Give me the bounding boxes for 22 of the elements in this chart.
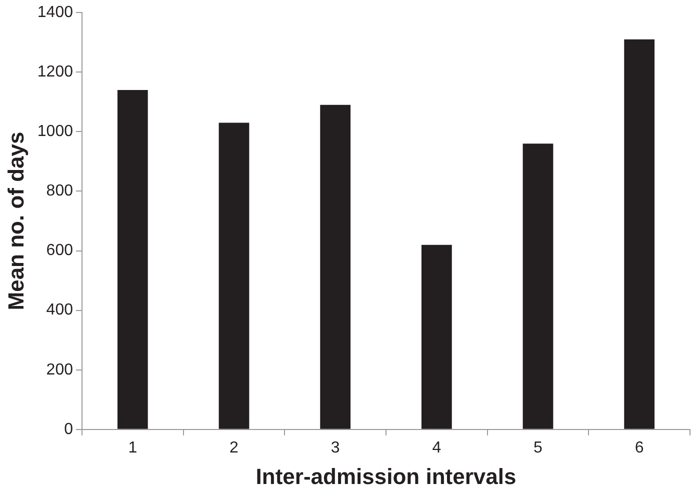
x-tick-label: 3 (330, 439, 340, 456)
bar (421, 244, 452, 429)
y-axis-title: Mean no. of days (3, 132, 28, 310)
y-tick-label: 1400 (37, 4, 74, 22)
x-tick-label: 5 (534, 439, 543, 456)
y-tick-label: 400 (46, 302, 74, 319)
bar (320, 104, 351, 429)
y-tick-label: 1000 (37, 123, 74, 140)
bar (218, 122, 250, 429)
y-tick-label: 800 (46, 182, 74, 200)
x-tick-label: 2 (230, 439, 239, 456)
bar (117, 90, 148, 429)
x-tick-label: 4 (432, 439, 442, 456)
y-tick-label: 200 (46, 361, 74, 378)
x-tick-label: 6 (634, 439, 644, 456)
y-tick-label: 1200 (37, 64, 74, 81)
y-tick-label: 0 (64, 420, 74, 438)
bar (522, 144, 554, 429)
y-tick-label: 600 (46, 242, 74, 260)
x-axis-title: Inter-admission intervals (256, 464, 516, 489)
bar (624, 39, 655, 429)
x-tick-label: 1 (128, 439, 138, 456)
